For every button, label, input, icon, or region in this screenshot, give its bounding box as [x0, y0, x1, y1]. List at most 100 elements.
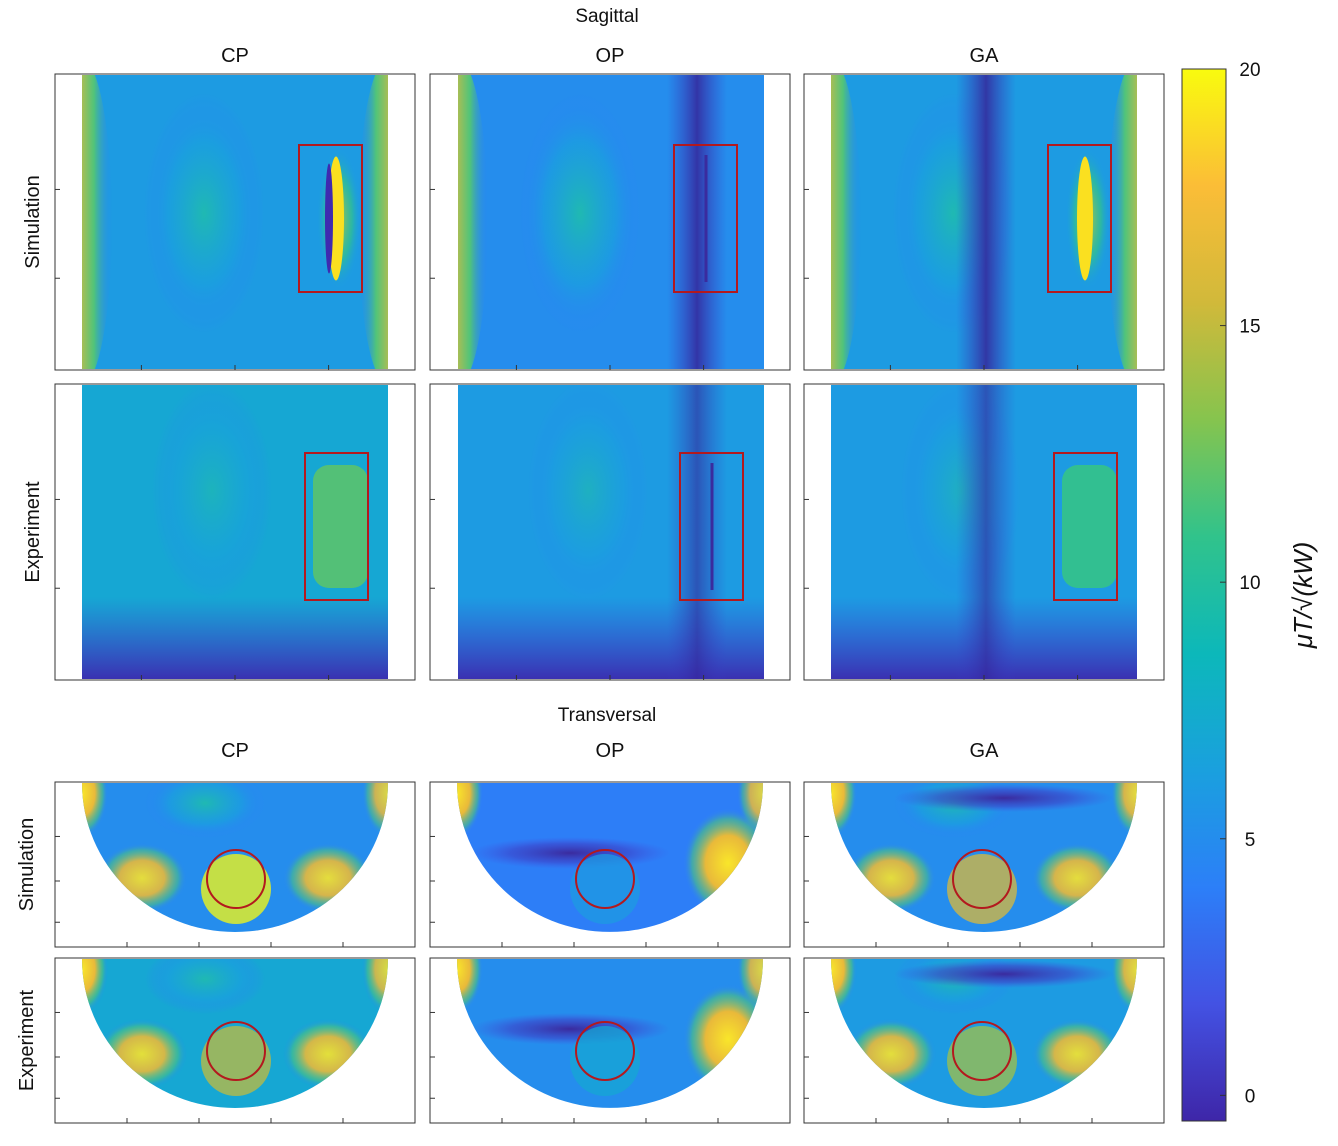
hotspot-top-left — [831, 783, 857, 838]
low-field-band — [894, 784, 1114, 812]
axes-box — [429, 781, 791, 948]
hotspot-lower-right — [1032, 843, 1122, 913]
field-map — [831, 385, 1137, 679]
colorbar-label: μT/√(kW) — [1288, 542, 1318, 649]
central-lobe — [528, 385, 648, 601]
column-label-ga: GA — [970, 740, 1000, 762]
low-field-band — [894, 960, 1114, 988]
hotspot-top-left — [82, 959, 108, 1014]
highlight-circle — [575, 1021, 635, 1081]
sagittal-panel-experiment-op — [429, 383, 791, 681]
central-lobe — [520, 93, 640, 334]
highlight-rectangle — [673, 144, 738, 293]
field-map — [82, 783, 388, 932]
transversal-panel-simulation-ga — [803, 781, 1165, 948]
hotspot-lower-left — [846, 843, 936, 913]
region-peak — [947, 854, 1017, 924]
low-field-band — [956, 75, 1016, 369]
hotspot-top-right — [362, 783, 388, 838]
edge-hotspot-right — [1107, 75, 1137, 369]
section-title-sagittal: Sagittal — [575, 6, 638, 27]
colorbar-tick-label: 10 — [1239, 573, 1260, 594]
colorbar-tick-label: 0 — [1245, 1086, 1256, 1107]
highlight-rectangle — [298, 144, 363, 293]
transversal-panel-simulation-op — [429, 781, 791, 948]
hotspot-top-right — [1111, 959, 1137, 1014]
axes-box — [803, 957, 1165, 1124]
highlight-rectangle — [304, 452, 369, 601]
hotspot-lower-right — [283, 1019, 373, 1089]
colorbar-tick-label: 15 — [1239, 317, 1260, 338]
sagittal-panel-experiment-ga — [803, 383, 1165, 681]
region-peak — [570, 1026, 640, 1096]
highlight-circle — [206, 1021, 266, 1081]
row-label-experiment: Experiment — [16, 989, 38, 1091]
sagittal-panel-simulation-cp — [54, 73, 416, 371]
field-map — [82, 75, 388, 369]
colorbar-tick-label: 5 — [1245, 830, 1256, 851]
hotspot-top-left — [457, 959, 483, 1014]
low-field-band — [470, 837, 670, 869]
central-lobe — [145, 783, 265, 838]
highlight-circle — [952, 1021, 1012, 1081]
region-peak — [570, 854, 640, 924]
colorbar — [1181, 68, 1227, 1122]
hotspot-lower-right — [283, 843, 373, 913]
field-map — [82, 385, 388, 679]
hotspot-right — [683, 808, 763, 918]
edge-hotspot-left — [831, 75, 861, 369]
hotspot-lower-left — [846, 1019, 936, 1089]
highlight-circle — [952, 849, 1012, 909]
central-lobe — [145, 959, 265, 1014]
region-peak — [1077, 156, 1093, 281]
edge-hotspot-left — [458, 75, 488, 369]
hotspot-lower-left — [97, 843, 187, 913]
hotspot-top-left — [82, 783, 108, 838]
axes-box — [429, 957, 791, 1124]
region-peak — [201, 854, 271, 924]
highlight-rectangle — [1053, 452, 1118, 601]
edge-hotspot-left — [82, 75, 112, 369]
region-edge — [325, 163, 333, 274]
axes-box — [54, 781, 416, 948]
field-map — [458, 75, 764, 369]
axes-box — [803, 781, 1165, 948]
highlight-circle — [206, 849, 266, 909]
colorbar-tick-label: 20 — [1239, 60, 1260, 81]
section-title-transversal: Transversal — [558, 705, 657, 726]
column-label-cp: CP — [221, 740, 249, 762]
highlight-rectangle — [1047, 144, 1112, 293]
transversal-panel-experiment-op — [429, 957, 791, 1124]
transversal-panel-experiment-ga — [803, 957, 1165, 1124]
hotspot-right — [683, 984, 763, 1094]
highlight-rectangle — [679, 452, 744, 601]
low-field-band — [470, 1013, 670, 1045]
hotspot-lower-right — [1032, 1019, 1122, 1089]
row-label-simulation: Simulation — [16, 818, 38, 911]
hotspot-top-right — [362, 959, 388, 1014]
highlight-circle — [575, 849, 635, 909]
row-label-simulation: Simulation — [22, 175, 44, 268]
column-label-op: OP — [596, 45, 625, 67]
hotspot-top-right — [1111, 783, 1137, 838]
field-map — [831, 75, 1137, 369]
column-label-cp: CP — [221, 45, 249, 67]
hotspot-top-left — [831, 959, 857, 1014]
edge-hotspot-right — [358, 75, 388, 369]
low-field-band — [956, 385, 1016, 679]
field-map — [831, 783, 1137, 932]
hotspot-lower-left — [97, 1019, 187, 1089]
region-peak — [201, 1026, 271, 1096]
column-label-op: OP — [596, 740, 625, 762]
region-peak — [313, 465, 368, 588]
sagittal-panel-simulation-op — [429, 73, 791, 371]
region-peak — [947, 1026, 1017, 1096]
field-map — [457, 783, 763, 932]
field-map — [458, 385, 764, 679]
noise-floor — [82, 597, 388, 679]
central-lobe — [144, 93, 264, 334]
hotspot-top-left — [457, 783, 483, 838]
central-lobe — [152, 385, 272, 601]
low-field-band — [667, 75, 727, 369]
transversal-panel-simulation-cp — [54, 781, 416, 948]
